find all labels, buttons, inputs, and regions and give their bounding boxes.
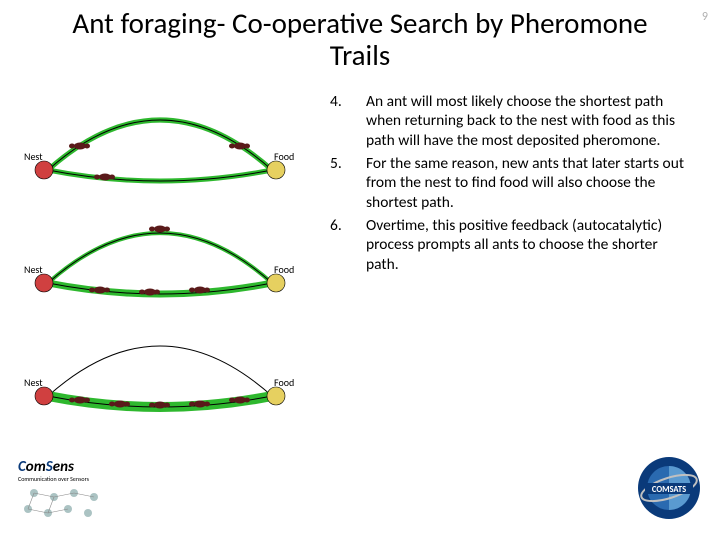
list-item: 5. For the same reason, new ants that la… <box>330 154 690 212</box>
ant-icon <box>229 396 250 403</box>
ant-icon <box>189 400 210 407</box>
foraging-diagram-2: Nest Food <box>20 205 300 310</box>
ant-icon <box>94 173 115 180</box>
footer: ComSens Communication over Sensors <box>0 462 720 534</box>
ant-icon <box>229 142 250 149</box>
ant-icon <box>69 142 90 149</box>
list-text: For the same reason, new ants that later… <box>366 154 690 212</box>
list-item: 4. An ant will most likely choose the sh… <box>330 92 690 150</box>
list-text: An ant will most likely choose the short… <box>366 92 690 150</box>
diagram-column: Nest Food Nest Food <box>20 82 320 423</box>
ant-icon <box>189 286 210 293</box>
content-area: Nest Food Nest Food <box>0 72 720 423</box>
page-number: 9 <box>702 10 708 24</box>
ant-icon <box>149 225 170 232</box>
ant-icon <box>149 401 170 408</box>
points-list: 4. An ant will most likely choose the sh… <box>330 92 690 274</box>
comsens-subtitle: Communication over Sensors <box>18 475 90 483</box>
list-number: 6. <box>330 216 366 274</box>
svg-text:ComSens: ComSens <box>18 458 74 476</box>
nest-label: Nest <box>24 150 43 163</box>
food-label: Food <box>274 376 294 389</box>
ant-icon <box>89 286 110 293</box>
foraging-diagram-1: Nest Food <box>20 92 300 197</box>
slide-title: Ant foraging- Co-operative Search by Phe… <box>0 0 720 72</box>
comsats-logo: COMSATS <box>636 455 702 526</box>
ant-icon <box>109 400 130 407</box>
list-text: Overtime, this positive feedback (autoca… <box>366 216 690 274</box>
food-label: Food <box>274 150 294 163</box>
food-label: Food <box>274 263 294 276</box>
ant-icon <box>69 396 90 403</box>
list-item: 6. Overtime, this positive feedback (aut… <box>330 216 690 274</box>
list-number: 5. <box>330 154 366 212</box>
nest-label: Nest <box>24 376 43 389</box>
ant-icon <box>139 288 160 295</box>
comsats-text: COMSATS <box>652 485 686 495</box>
comsens-logo: ComSens Communication over Sensors <box>14 457 134 530</box>
text-column: 4. An ant will most likely choose the sh… <box>320 82 700 423</box>
list-number: 4. <box>330 92 366 150</box>
nest-label: Nest <box>24 263 43 276</box>
foraging-diagram-3: Nest Food <box>20 318 300 423</box>
